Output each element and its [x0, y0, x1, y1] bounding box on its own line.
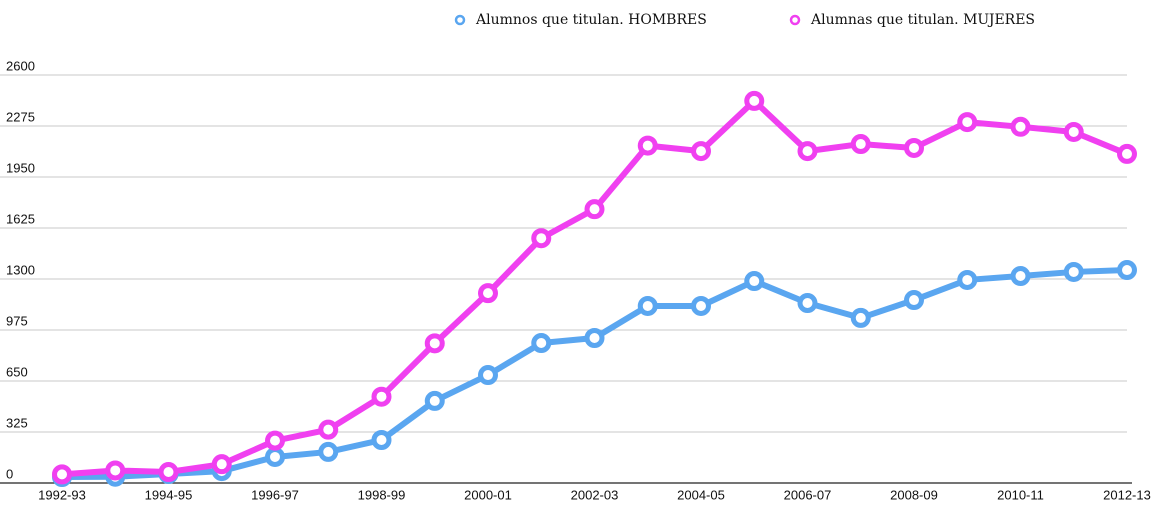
point-marker: [52, 464, 72, 485]
point-marker: [584, 199, 605, 220]
point-marker: [424, 333, 445, 354]
x-tick-label: 1992-93: [38, 487, 86, 502]
point-marker: [744, 90, 765, 111]
point-marker: [637, 135, 658, 156]
x-tick-label: 1994-95: [145, 487, 193, 502]
x-tick-label: 2006-07: [784, 487, 832, 502]
point-marker: [1010, 266, 1031, 287]
point-marker: [904, 137, 924, 158]
point-marker: [691, 295, 711, 316]
point-marker: [797, 293, 818, 314]
x-tick-label: 2000-01: [464, 487, 512, 502]
point-marker: [478, 283, 498, 304]
point-marker: [105, 460, 126, 481]
point-marker: [265, 430, 285, 451]
legend-label: Alumnos que titulan. HOMBRES: [475, 12, 707, 28]
legend-marker: [789, 14, 801, 26]
y-tick-label: 1300: [6, 262, 35, 277]
point-marker: [531, 228, 552, 249]
point-marker: [318, 419, 339, 440]
point-marker: [1063, 261, 1084, 282]
y-tick-label: 975: [6, 313, 28, 328]
point-marker: [797, 141, 818, 162]
point-marker: [265, 446, 285, 467]
x-tick-label: 1998-99: [358, 487, 406, 502]
point-marker: [1063, 121, 1084, 142]
y-tick-label: 0: [6, 466, 13, 481]
y-tick-label: 650: [6, 364, 28, 379]
point-marker: [637, 295, 658, 316]
y-tick-label: 2275: [6, 109, 35, 124]
x-tick-label: 2004-05: [677, 487, 725, 502]
point-marker: [957, 269, 978, 290]
y-tick-label: 325: [6, 415, 28, 430]
point-marker: [1117, 260, 1137, 281]
series-line: [61, 267, 1128, 481]
x-tick-label: 2002-03: [571, 487, 619, 502]
x-tick-label: 2008-09: [890, 487, 938, 502]
point-marker: [957, 112, 978, 133]
point-marker: [478, 365, 498, 386]
y-tick-label: 1950: [6, 160, 35, 175]
x-tick-label: 1996-97: [251, 487, 299, 502]
point-marker: [904, 290, 924, 311]
point-marker: [744, 271, 765, 292]
point-marker: [1010, 116, 1031, 137]
point-marker: [158, 462, 179, 483]
point-marker: [371, 386, 392, 407]
point-marker: [584, 328, 605, 349]
legend-marker: [454, 14, 466, 26]
y-tick-label: 1625: [6, 211, 35, 226]
point-marker: [691, 141, 711, 162]
point-marker: [211, 454, 232, 475]
point-marker: [1117, 143, 1137, 164]
x-tick-label: 2010-11: [997, 487, 1044, 502]
point-marker: [850, 134, 871, 155]
point-marker: [850, 307, 871, 328]
point-marker: [531, 333, 552, 354]
point-marker: [318, 441, 339, 462]
x-tick-label: 2012-13: [1103, 487, 1151, 502]
legend-label: Alumnas que titulan. MUJERES: [810, 12, 1035, 28]
point-marker: [371, 430, 392, 451]
legend: Alumnos que titulan. HOMBRES Alumnas que …: [454, 12, 1035, 28]
point-marker: [424, 390, 445, 411]
y-tick-label: 2600: [6, 58, 35, 73]
